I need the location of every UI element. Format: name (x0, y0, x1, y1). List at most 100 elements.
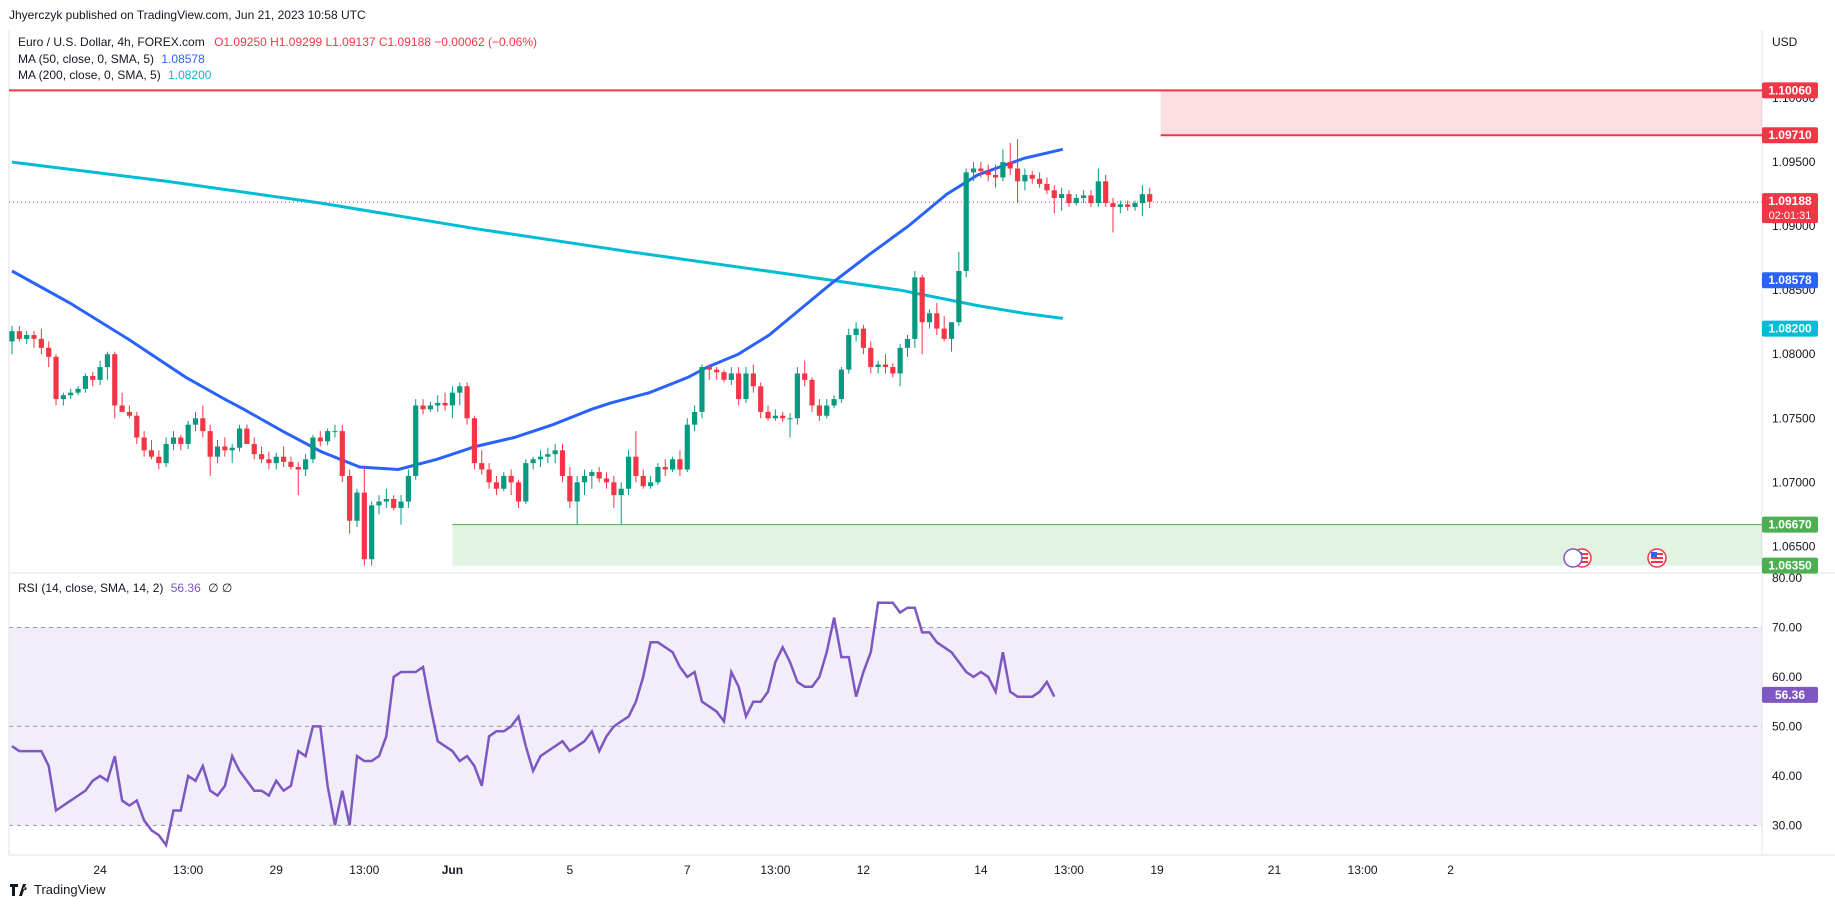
candle-body (126, 411, 133, 416)
candle (765, 405, 771, 421)
candle-body (369, 505, 375, 560)
symbol-line[interactable]: Euro / U.S. Dollar, 4h, FOREX.com O1.092… (18, 35, 537, 49)
badge-ma50: 1.08578 (1768, 273, 1812, 287)
candle (941, 315, 947, 342)
candle-body (684, 424, 690, 470)
candle (1066, 190, 1072, 207)
candle-body (376, 501, 382, 506)
candle-body (692, 411, 698, 425)
candle-body (200, 418, 206, 432)
candle (596, 466, 602, 483)
candle (1073, 194, 1079, 206)
candle-body (97, 367, 103, 380)
badge-support-bottom: 1.06350 (1768, 559, 1812, 573)
candle-body (677, 459, 683, 470)
candle-body (978, 168, 984, 172)
candle (435, 395, 441, 412)
badge-ma200: 1.08200 (1768, 322, 1812, 336)
candle (457, 382, 463, 406)
flag-stripe (1651, 557, 1663, 559)
candle (354, 488, 360, 528)
candle-body (860, 328, 867, 348)
candle-body (1051, 190, 1057, 198)
candle (985, 164, 991, 182)
candle (31, 331, 37, 348)
candle-body (295, 466, 301, 470)
candle (1081, 190, 1087, 204)
candle-body (625, 456, 632, 489)
candle (361, 466, 367, 566)
candle (310, 434, 316, 464)
time-tick-label: 13:00 (173, 863, 203, 877)
candle-body (148, 450, 155, 457)
candle (178, 434, 184, 451)
candle (860, 324, 867, 355)
candle (948, 322, 955, 352)
candle-body (1125, 204, 1131, 207)
candle (427, 401, 433, 412)
candle-body (765, 411, 771, 419)
candle-body (640, 475, 646, 487)
candle-body (391, 498, 397, 508)
candle (794, 367, 800, 425)
candle-body (537, 456, 544, 460)
candle-body (721, 372, 727, 380)
candle (75, 386, 81, 396)
candle-body (838, 369, 845, 400)
candle-body (53, 356, 59, 400)
candle (90, 372, 96, 387)
candle-body (449, 392, 455, 406)
candle-body (1022, 174, 1028, 182)
candle-body (912, 277, 918, 339)
candle (170, 431, 177, 451)
price-tick-label: 1.09500 (1772, 155, 1816, 169)
candle (802, 360, 808, 387)
candle-body (178, 437, 184, 444)
candle (824, 399, 830, 419)
ma50-legend[interactable]: MA (50, close, 0, SMA, 5) 1.08578 (18, 52, 205, 66)
candle (904, 335, 911, 357)
candle-body (603, 478, 610, 483)
candle (1139, 185, 1145, 216)
candle (295, 461, 301, 496)
tradingview-logo[interactable]: TradingView (10, 882, 106, 897)
candle (288, 456, 294, 470)
candle (1022, 168, 1028, 191)
candle-body (611, 482, 617, 496)
candle (963, 168, 969, 278)
candle-body (442, 402, 448, 406)
rsi-legend[interactable]: RSI (14, close, SMA, 14, 2) 56.36 ∅ ∅ (18, 581, 232, 595)
candle (303, 454, 309, 476)
candle (537, 450, 544, 467)
candle (1132, 200, 1138, 211)
candle-body (1117, 204, 1123, 207)
symbol-name: Euro / U.S. Dollar, 4h, FOREX.com (18, 35, 205, 49)
published-line: Jhyerczyk published on TradingView.com, … (9, 8, 366, 22)
candle (148, 440, 155, 460)
chart-grid (8, 30, 1835, 856)
price-badges: 1.10060 1.09710 1.09188 02:01:31 1.08578 1.08… (1762, 82, 1818, 703)
candle-body (170, 437, 177, 444)
candle-body (214, 446, 221, 457)
candle (1125, 200, 1131, 211)
candle (552, 443, 558, 464)
candle (868, 341, 874, 374)
candle (68, 388, 74, 400)
candle (222, 437, 228, 457)
candle-body (16, 331, 22, 339)
candle (391, 495, 397, 511)
badge-resistance-bottom-bg (1762, 127, 1818, 144)
event-marker-icon[interactable] (1563, 548, 1583, 568)
ma200-legend[interactable]: MA (200, close, 0, SMA, 5) 1.08200 (18, 68, 211, 82)
event-icons[interactable] (1563, 548, 1667, 568)
badge-last-bg (1762, 193, 1818, 224)
candle-body (714, 369, 720, 373)
candle-body (244, 428, 250, 444)
candle (413, 399, 419, 480)
us-flag-event-icon[interactable] (1647, 548, 1667, 568)
candle (251, 437, 257, 460)
candle (611, 475, 617, 508)
time-tick-label: Jun (442, 863, 463, 877)
candle (684, 418, 690, 473)
candle-body (310, 437, 316, 460)
